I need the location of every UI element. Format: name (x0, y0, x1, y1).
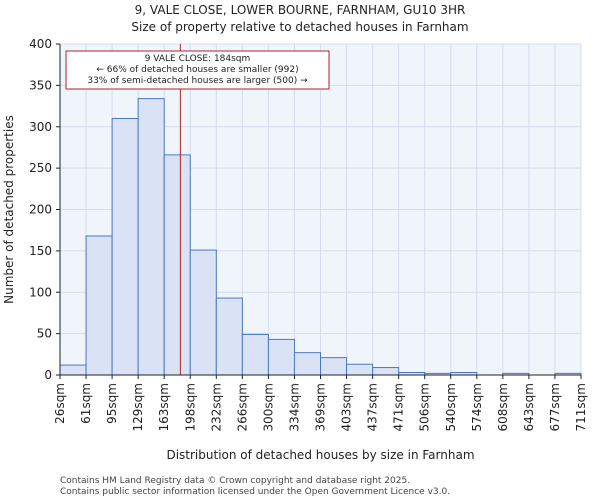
chart-subtitle: Size of property relative to detached ho… (131, 20, 468, 34)
annotation-line-3: 33% of semi-detached houses are larger (… (87, 76, 308, 86)
bar-95sqm (111, 117, 139, 376)
y-tick-label: 250 (29, 161, 52, 175)
x-tick-label: 95sqm (105, 383, 119, 424)
y-tick-label: 300 (29, 120, 52, 134)
x-tick-label: 574sqm (470, 383, 484, 431)
x-tick-label: 129sqm (131, 383, 145, 431)
x-tick-label: 369sqm (314, 383, 328, 431)
bar-300sqm (267, 338, 295, 376)
x-tick-labels: 26sqm 61sqm 95sqm 129sqm 163sqm 198sqm 232sqm 2… (53, 375, 588, 431)
x-tick-label: 608sqm (496, 383, 510, 431)
x-tick-label: 163sqm (157, 383, 171, 431)
footer-line-1: Contains HM Land Registry data © Crown c… (60, 476, 410, 486)
chart-title: 9, VALE CLOSE, LOWER BOURNE, FARNHAM, GU… (135, 3, 466, 17)
x-tick-label: 300sqm (261, 383, 275, 431)
y-tick-label: 400 (29, 37, 52, 51)
x-axis-title: Distribution of detached houses by size … (166, 448, 474, 462)
x-tick-label: 711sqm (574, 383, 588, 431)
x-tick-label: 26sqm (53, 383, 67, 424)
annotation-line-1: 9 VALE CLOSE: 184sqm (145, 54, 251, 64)
x-tick-label: 334sqm (287, 383, 301, 431)
y-tick-label: 150 (29, 244, 52, 258)
bar-266sqm (241, 333, 269, 376)
y-tick-label: 100 (29, 285, 52, 299)
bar-334sqm (293, 352, 322, 376)
bar-26sqm (59, 364, 87, 376)
y-axis-title: Number of detached properties (2, 115, 16, 304)
x-tick-label: 232sqm (209, 383, 223, 431)
footer-line-2: Contains public sector information licen… (60, 487, 450, 497)
bar-369sqm (320, 357, 348, 376)
annotation-line-2: ← 66% of detached houses are smaller (99… (96, 65, 298, 75)
x-tick-label: 540sqm (444, 383, 458, 431)
x-tick-label: 266sqm (235, 383, 249, 431)
x-tick-label: 403sqm (340, 383, 354, 431)
bar-437sqm (372, 367, 400, 376)
x-tick-label: 61sqm (79, 383, 93, 424)
y-tick-label: 0 (44, 368, 52, 382)
x-tick-label: 198sqm (183, 383, 197, 431)
y-tick-label: 350 (29, 78, 52, 92)
bar-163sqm (163, 154, 191, 376)
y-tick-label: 200 (29, 203, 52, 217)
bar-198sqm (189, 249, 217, 376)
bar-61sqm (85, 235, 113, 376)
annotation-box: 9 VALE CLOSE: 184sqm ← 66% of detached h… (65, 50, 330, 90)
x-tick-label: 506sqm (418, 383, 432, 431)
x-tick-label: 677sqm (548, 383, 562, 431)
y-tick-labels: 0 50 100 150 200 250 300 350 400 (29, 37, 60, 382)
x-tick-label: 643sqm (522, 383, 536, 431)
bar-403sqm (346, 363, 374, 376)
x-tick-label: 437sqm (366, 383, 380, 431)
x-tick-label: 471sqm (392, 383, 406, 431)
y-tick-label: 50 (37, 327, 52, 341)
bar-129sqm (137, 98, 165, 376)
bar-232sqm (215, 297, 243, 376)
